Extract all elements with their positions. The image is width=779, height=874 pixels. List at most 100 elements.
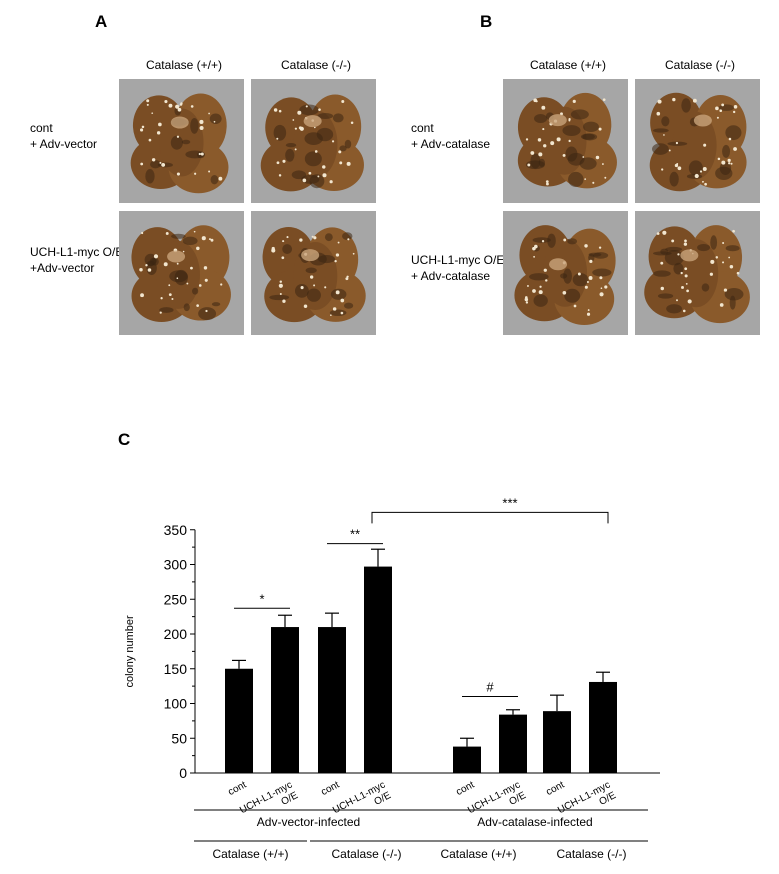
lung-nodule	[539, 285, 542, 288]
lung-shading	[309, 174, 325, 189]
lung-nodule	[683, 242, 688, 246]
lung-shading	[185, 150, 205, 159]
lung-shading	[669, 171, 679, 187]
bar	[364, 566, 392, 773]
lung-shading	[269, 294, 290, 301]
lung-nodule	[715, 106, 719, 111]
lung-nodule	[204, 278, 208, 282]
lung-nodule	[273, 108, 278, 112]
lung-nodule	[278, 174, 282, 177]
panel-a-col-header-wt: Catalase (+/+)	[145, 58, 223, 72]
lung-nodule	[587, 309, 590, 311]
y-tick-label: 100	[164, 696, 188, 712]
lung-nodule	[727, 158, 731, 162]
lung-nodule	[286, 236, 289, 239]
lung-shading	[145, 168, 155, 184]
lung-nodule	[709, 272, 713, 276]
lung-shading	[593, 252, 609, 259]
lung-nodule	[728, 256, 731, 259]
lung-shading	[146, 261, 157, 276]
lung-nodule	[213, 120, 216, 123]
lung-nodule	[676, 299, 678, 302]
category-label-line: cont	[544, 779, 566, 798]
lung-shading	[722, 144, 731, 158]
lung-nodule	[728, 137, 732, 141]
lung-nodule	[341, 99, 345, 103]
lung-nodule	[595, 155, 600, 160]
lung-shading	[291, 170, 307, 180]
lung-nodule	[562, 290, 567, 295]
lung-nodule	[338, 150, 342, 154]
lung-nodule	[165, 232, 169, 235]
lung-nodule	[279, 293, 282, 296]
lung-nodule	[537, 138, 542, 142]
lung-highlight	[548, 114, 567, 127]
lung-photo-b-oe-ko	[635, 211, 760, 335]
lung-nodule	[279, 280, 282, 283]
lung-shading	[651, 143, 669, 155]
lung-nodule	[527, 163, 531, 167]
lung-shading	[567, 152, 585, 166]
lung-nodule	[271, 248, 276, 253]
lung-nodule	[702, 180, 704, 183]
lung-nodule	[199, 119, 204, 124]
lung-nodule	[546, 182, 549, 186]
lung-nodule	[598, 127, 602, 131]
lung-nodule	[686, 289, 689, 293]
lung-nodule	[337, 241, 340, 244]
lung-shading	[652, 251, 672, 256]
lung-nodule	[568, 119, 571, 122]
lung-shading	[570, 109, 589, 120]
lung-nodule	[340, 311, 344, 315]
significance-mark: #	[486, 680, 494, 695]
lung-nodule	[163, 262, 168, 267]
lung-nodule	[687, 299, 692, 304]
bar	[543, 711, 571, 773]
lung-nodule	[733, 105, 738, 109]
lung-nodule	[331, 140, 335, 143]
lung-highlight	[303, 115, 322, 128]
lung-nodule	[314, 150, 318, 153]
lung-shading	[170, 135, 183, 150]
lung-nodule	[586, 312, 591, 316]
lung-nodule	[599, 292, 604, 297]
lung-highlight	[301, 249, 320, 262]
lung-nodule	[313, 284, 316, 287]
lung-nodule	[660, 286, 665, 291]
lung-shading	[171, 233, 186, 239]
lung-nodule	[190, 105, 194, 108]
lung-nodule	[525, 301, 529, 304]
lung-shading	[673, 262, 684, 275]
lung-nodule	[568, 139, 571, 143]
lung-shading	[183, 303, 190, 312]
lung-nodule	[218, 176, 223, 181]
lung-shading	[583, 121, 599, 133]
lung-nodule	[586, 281, 589, 283]
lung-shading	[533, 294, 548, 307]
lung-shading	[661, 116, 670, 127]
lung-nodule	[602, 98, 606, 102]
lung-nodule	[681, 285, 684, 289]
lung-image	[517, 92, 617, 189]
lung-nodule	[663, 134, 665, 136]
lung-nodule	[196, 304, 199, 307]
lung-shading	[652, 128, 669, 133]
lung-nodule	[541, 240, 545, 243]
lung-nodule	[278, 109, 282, 113]
lung-nodule	[340, 298, 345, 303]
lung-nodule	[592, 181, 595, 184]
lung-shading	[564, 288, 581, 303]
lung-nodule	[730, 162, 733, 165]
lung-nodule	[278, 283, 283, 288]
lung-nodule	[294, 148, 297, 151]
category-label: cont	[544, 779, 566, 798]
lung-nodule	[300, 286, 304, 290]
lung-nodule	[148, 138, 152, 142]
lung-nodule	[732, 110, 736, 114]
lung-shading	[592, 268, 612, 277]
lung-shading	[294, 284, 309, 298]
lung-nodule	[151, 158, 156, 162]
bar	[271, 627, 299, 773]
lung-nodule	[672, 97, 676, 102]
lung-nodule	[205, 309, 208, 313]
